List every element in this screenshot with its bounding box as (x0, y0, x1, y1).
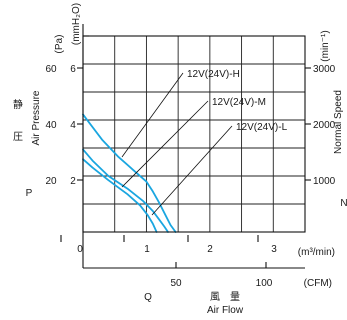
y-tick-mmh2o: 4 (70, 120, 76, 131)
series-line-2 (82, 158, 158, 233)
series-line-0 (82, 113, 177, 233)
grid-layer (83, 36, 305, 232)
y-unit-pa: (Pa) (54, 35, 65, 54)
x-tick-cfm: 50 (170, 278, 182, 289)
y-tick-rpm: 1000 (313, 176, 336, 187)
flow-label-cn: 風 量 (210, 291, 240, 303)
pressure-label-cn: 静 (13, 98, 23, 111)
plot-frame (82, 35, 306, 233)
x-unit-m3min: (m³/min) (298, 247, 335, 258)
frame-layer (60, 24, 311, 269)
x-tick-m3min: 3 (271, 244, 277, 255)
pressure-symbol: P (26, 188, 33, 199)
series-label-0: 12V(24V)-H (187, 69, 240, 80)
y-tick-mmh2o: 6 (70, 64, 76, 75)
series-leader-0 (121, 72, 184, 158)
flow-symbol: Q (144, 292, 152, 303)
speed-symbol: N (340, 198, 347, 209)
y-tick-pa: 20 (45, 176, 57, 187)
speed-label-en: Normal Speed (333, 90, 344, 154)
pressure-label-cn2: 圧 (13, 132, 23, 143)
y-tick-mmh2o: 2 (70, 176, 76, 187)
x-tick-m3min: 2 (207, 244, 213, 255)
flow-label-en: Air Flow (207, 305, 244, 316)
x-tick-m3min: 1 (144, 244, 150, 255)
y-tick-pa: 60 (45, 64, 57, 75)
y-unit-rpm: (min⁻¹) (320, 30, 331, 61)
y-unit-mmh2o: (mmH₂O) (71, 3, 82, 45)
x-tick-m3min: 0 (77, 244, 83, 255)
series-line-1 (82, 148, 169, 233)
y-tick-rpm: 3000 (313, 64, 336, 75)
y-tick-pa: 40 (45, 120, 57, 131)
y-tick-rpm: 2000 (313, 120, 336, 131)
series-leader-1 (121, 100, 209, 188)
x-unit-cfm: (CFM) (304, 278, 332, 289)
pressure-label-en: Air Pressure (31, 90, 42, 145)
curve-layer (82, 113, 177, 233)
x-tick-cfm: 100 (256, 278, 273, 289)
series-label-2: 12V(24V)-L (236, 122, 288, 133)
series-leader-2 (151, 125, 233, 216)
series-label-1: 12V(24V)-M (212, 97, 266, 108)
